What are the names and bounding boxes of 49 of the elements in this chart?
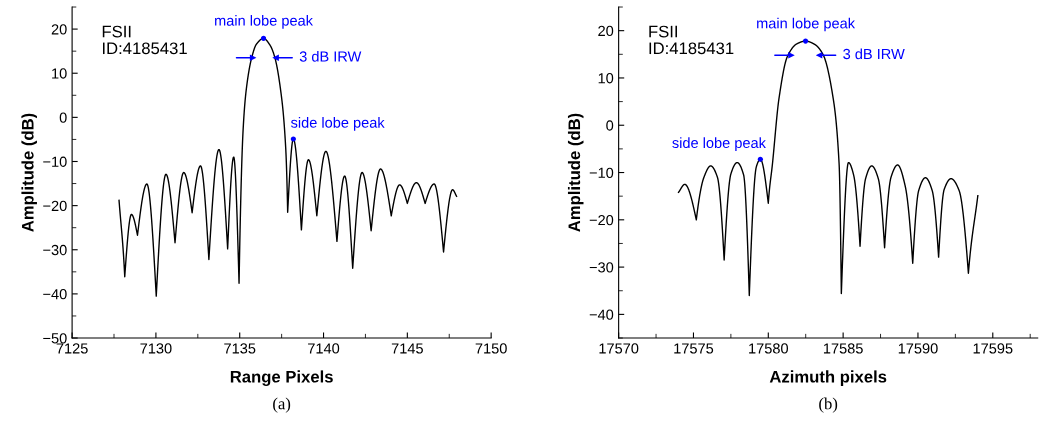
annotation: FSII ID:4185431	[102, 25, 187, 55]
y-tick-label: 20	[51, 24, 67, 35]
y-axis-title: Amplitude (dB)	[567, 113, 584, 232]
annotation: 3 dB IRW	[299, 50, 362, 62]
y-tick-label: 20	[598, 25, 614, 37]
y-tick-label: −40	[43, 289, 67, 300]
y-tick-label: −30	[43, 244, 67, 256]
point	[802, 38, 809, 44]
y-tick-label: −20	[589, 214, 614, 226]
point	[290, 136, 296, 142]
x-tick-label: 17580	[749, 343, 789, 354]
x-tick-label: 7140	[308, 343, 340, 354]
point	[272, 54, 279, 62]
point	[788, 52, 795, 59]
point	[757, 156, 763, 162]
x-tick-label: 7150	[475, 343, 507, 354]
y-tick-label: −40	[589, 309, 614, 320]
y-tick-label: −30	[589, 262, 614, 273]
annotation: main lobe peak	[757, 17, 856, 32]
annotation: FSII ID:4185431	[649, 25, 734, 55]
x-tick-label: 7130	[140, 343, 172, 354]
text: (a)	[273, 397, 291, 413]
y-tick-label: 10	[598, 73, 614, 84]
x-tick-label: 7135	[224, 343, 256, 354]
annotation: main lobe peak	[215, 15, 313, 29]
y-tick-label: 10	[52, 68, 67, 79]
annotation: side lobe peak	[290, 117, 385, 131]
annotation: 3 dB IRW	[843, 48, 905, 60]
point	[260, 35, 267, 41]
x-tick-label: 17575	[674, 343, 714, 354]
point	[249, 54, 257, 62]
point	[815, 52, 823, 59]
y-tick-label: −10	[43, 156, 67, 167]
x-tick-label: 7145	[391, 343, 423, 354]
y-tick-label: −50	[43, 333, 67, 344]
y-tick-label: 0	[59, 112, 67, 123]
y-tick-label: −20	[43, 200, 67, 212]
annotation: side lobe peak	[672, 137, 766, 151]
x-tick-label: 7125	[56, 343, 88, 354]
y-tick-label: −10	[589, 167, 614, 178]
x-tick-label: 17590	[898, 343, 938, 354]
x-axis-title: Azimuth pixels	[769, 370, 887, 386]
x-tick-label: 17570	[599, 343, 639, 354]
x-axis-title: Range Pixels	[230, 370, 333, 386]
x-tick-label: 17595	[973, 343, 1013, 354]
y-axis-title: Amplitude (dB)	[21, 113, 37, 232]
x-tick-label: 17585	[823, 343, 863, 354]
text: (b)	[819, 397, 838, 413]
y-tick-label: 0	[606, 120, 614, 131]
